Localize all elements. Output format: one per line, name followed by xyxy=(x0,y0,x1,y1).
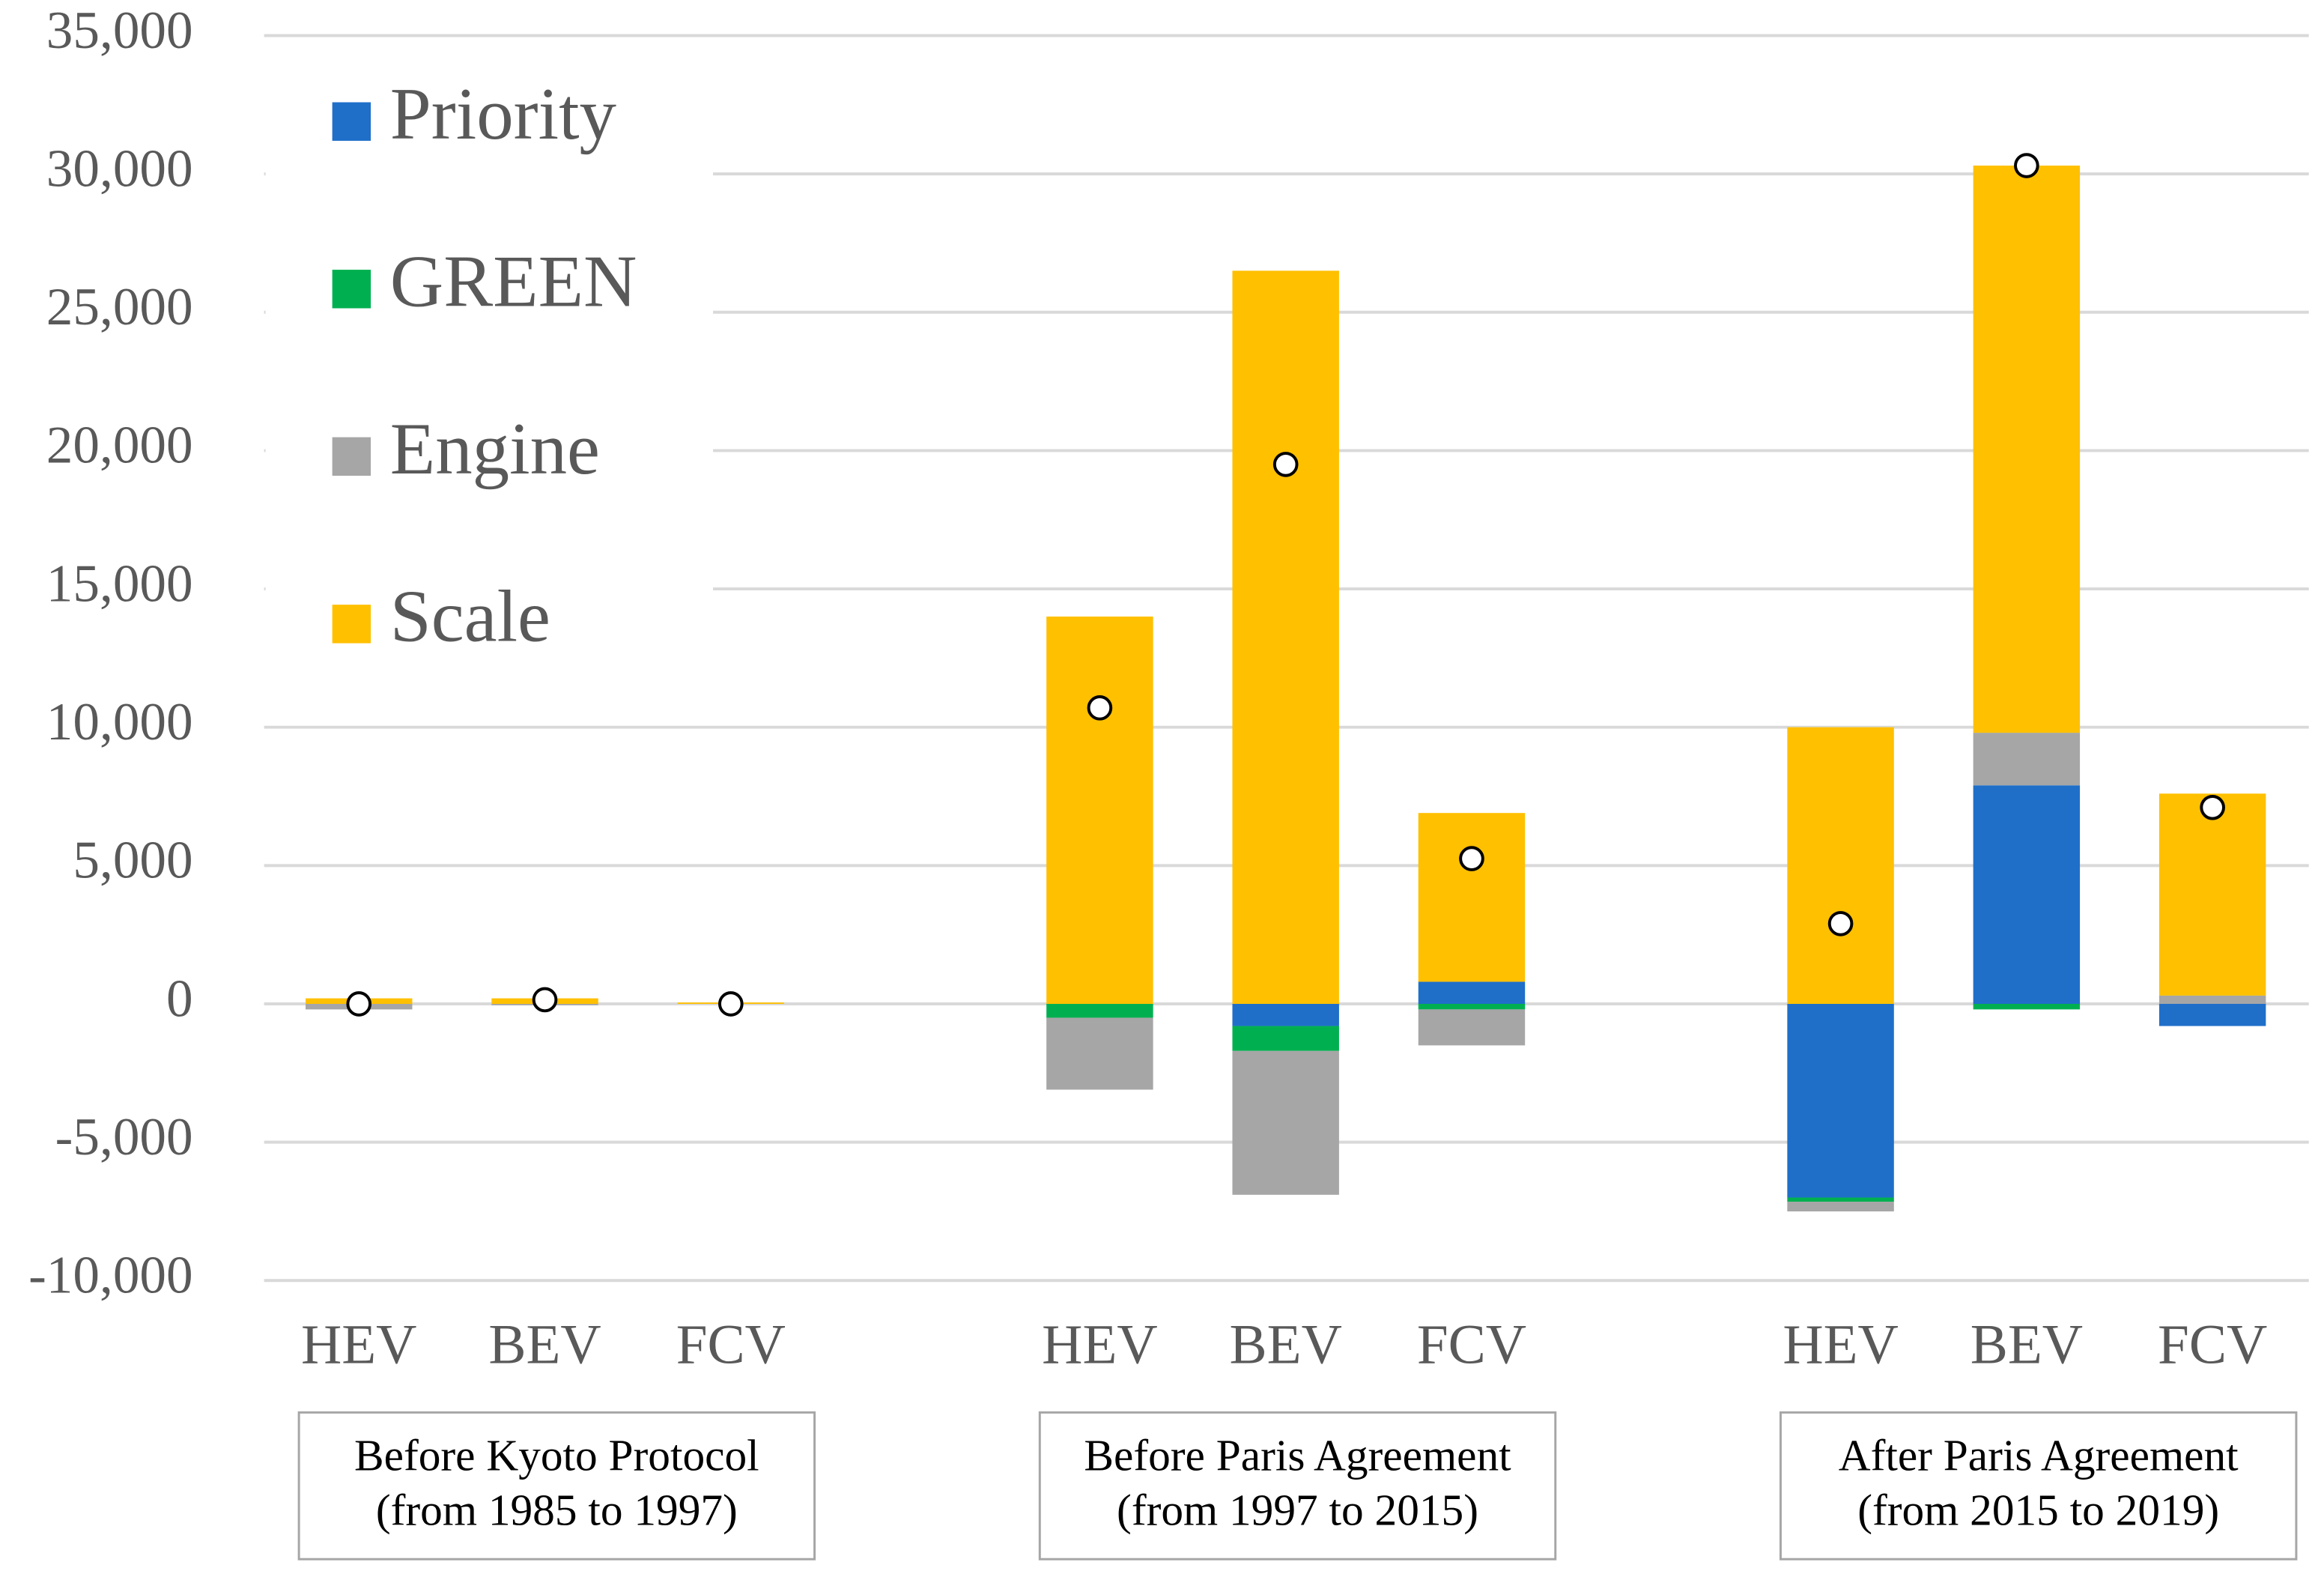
net-marker xyxy=(717,991,744,1017)
bar-segment xyxy=(1787,1202,1894,1211)
x-tick-label: BEV xyxy=(488,1314,601,1376)
bar-segment xyxy=(1418,813,1526,982)
legend-label: Priority xyxy=(390,73,617,155)
net-marker xyxy=(532,987,558,1013)
y-tick-label: 0 xyxy=(166,969,193,1028)
bar-segment xyxy=(1418,1003,1526,1010)
legend-swatch xyxy=(332,102,371,141)
bar-segment xyxy=(1787,727,1894,1004)
group-label: Before Kyoto Protocol xyxy=(354,1430,759,1480)
bar-segment xyxy=(1787,1197,1894,1202)
bar-segment xyxy=(1232,1003,1339,1026)
group-box xyxy=(297,1411,816,1561)
bar-segment xyxy=(1973,1003,2081,1010)
net-marker xyxy=(1459,846,1484,871)
x-tick-label: HEV xyxy=(301,1314,416,1376)
y-tick-label: 10,000 xyxy=(46,693,193,751)
group-label: Before Paris Agreement xyxy=(1084,1430,1511,1480)
y-tick-label: 15,000 xyxy=(46,554,193,613)
y-tick-label: -5,000 xyxy=(55,1108,193,1166)
bar-segment xyxy=(1787,1003,1894,1198)
legend-swatch xyxy=(332,437,371,476)
bar-segment xyxy=(2158,793,2266,996)
bar-segment xyxy=(1232,1050,1339,1195)
x-tick-label: FCV xyxy=(676,1314,786,1376)
bar-segment xyxy=(1046,616,1153,1004)
bar-segment xyxy=(1232,270,1339,1004)
x-tick-label: HEV xyxy=(1783,1314,1898,1376)
y-tick-label: 20,000 xyxy=(46,417,193,475)
y-tick-label: 5,000 xyxy=(73,832,192,890)
legend-label: GREEN xyxy=(390,240,637,322)
legend-swatch xyxy=(332,270,371,309)
legend-swatch xyxy=(332,605,371,644)
x-tick-label: HEV xyxy=(1042,1314,1157,1376)
legend-label: Scale xyxy=(390,576,550,658)
y-tick-label: 35,000 xyxy=(46,1,193,60)
net-marker xyxy=(1272,452,1299,477)
x-tick-label: FCV xyxy=(2158,1314,2267,1376)
x-tick-label: FCV xyxy=(1417,1314,1526,1376)
x-tick-label: BEV xyxy=(1230,1314,1342,1376)
bar-segment xyxy=(2158,1003,2266,1026)
bar-segment xyxy=(1418,1009,1526,1046)
y-tick-label: 30,000 xyxy=(46,139,193,198)
net-marker xyxy=(2200,794,2225,820)
bar-segment xyxy=(1973,785,2081,1004)
group-label: After Paris Agreement xyxy=(1839,1430,2239,1480)
group-box xyxy=(1038,1411,1557,1561)
bar-segment xyxy=(1046,1003,1153,1018)
y-tick-label: 25,000 xyxy=(46,278,193,336)
net-marker xyxy=(1087,695,1113,721)
bar-segment xyxy=(1973,733,2081,786)
bar-segment xyxy=(1232,1026,1339,1051)
net-marker xyxy=(2014,153,2039,178)
legend-label: Engine xyxy=(390,408,600,490)
y-tick-label: -10,000 xyxy=(28,1247,193,1305)
net-marker xyxy=(1827,911,1854,936)
legend-background xyxy=(265,59,714,682)
group-label: (from 1985 to 1997) xyxy=(376,1485,738,1534)
x-tick-label: BEV xyxy=(1970,1314,2083,1376)
bar-segment xyxy=(1418,981,1526,1004)
net-marker xyxy=(346,991,372,1017)
group-label: (from 2015 to 2019) xyxy=(1857,1485,2219,1534)
group-label: (from 1997 to 2015) xyxy=(1117,1485,1478,1534)
group-box xyxy=(1779,1411,2298,1561)
bar-segment xyxy=(1046,1017,1153,1090)
bar-segment xyxy=(1973,166,2081,733)
bar-segment xyxy=(2158,995,2266,1004)
